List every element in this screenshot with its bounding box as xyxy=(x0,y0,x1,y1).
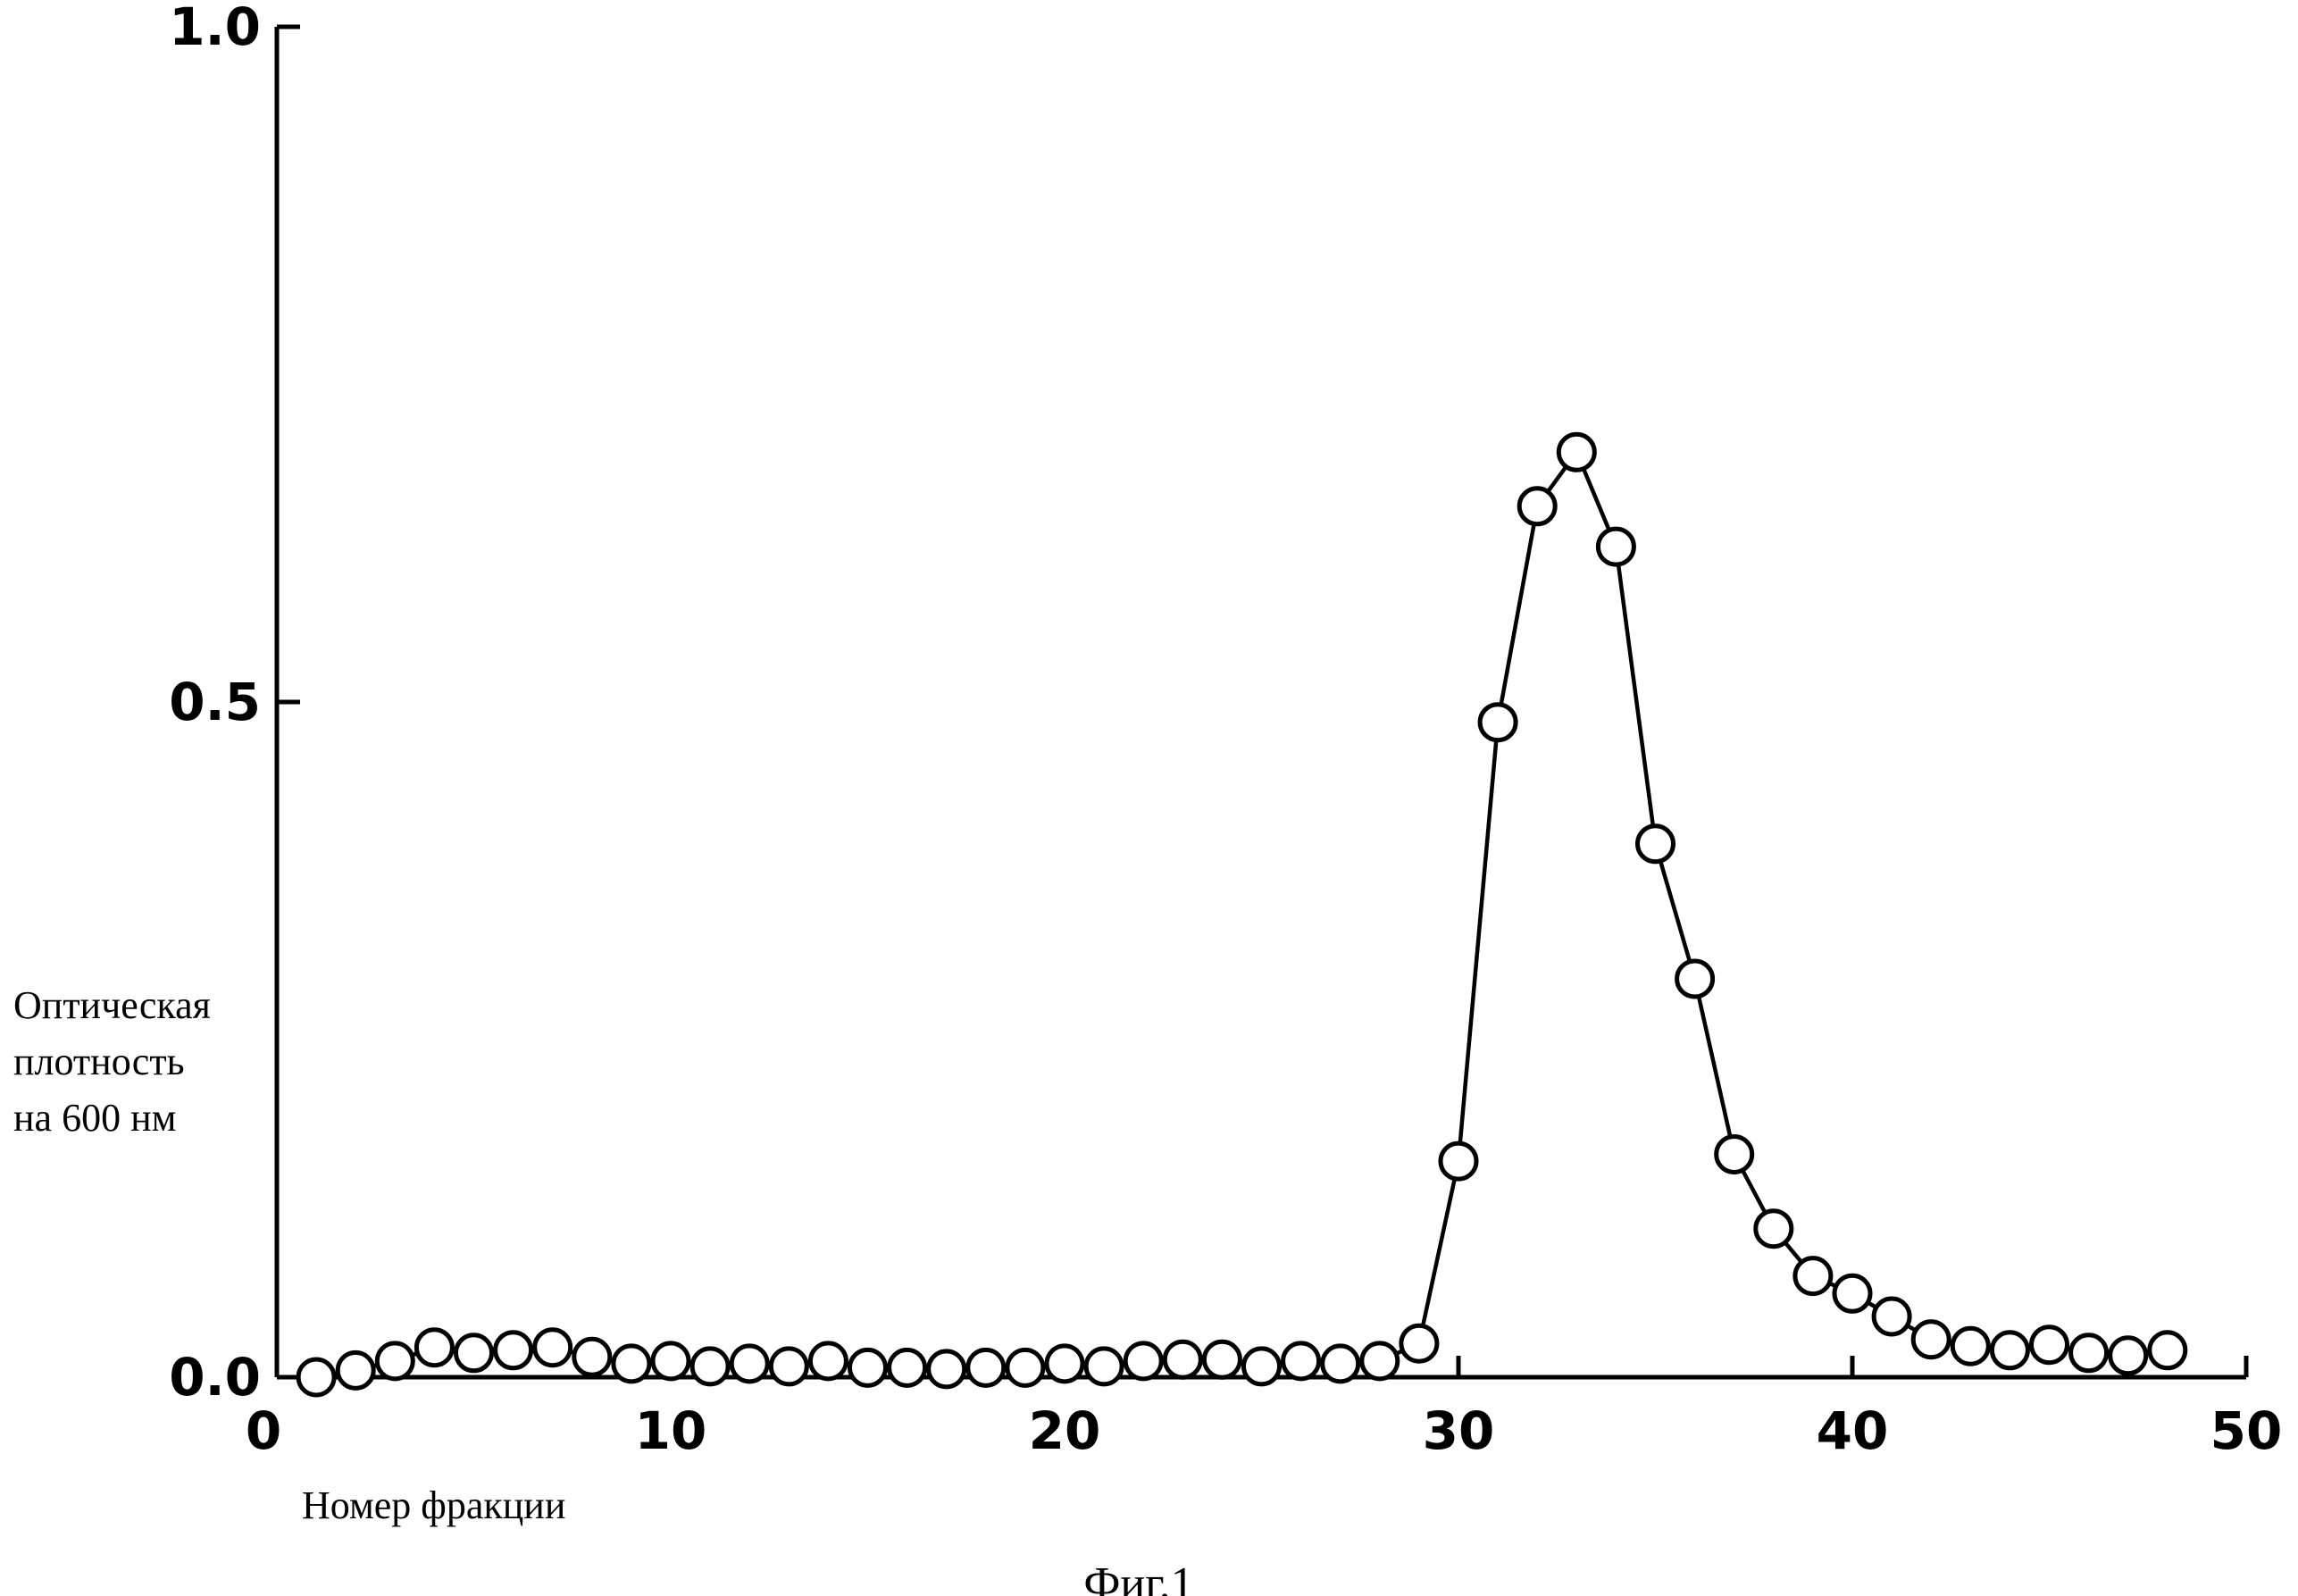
y-axis-label-line-1: Оптическая xyxy=(13,983,211,1027)
data-point xyxy=(1913,1322,1949,1358)
data-points xyxy=(298,434,2185,1395)
x-tick-label: 40 xyxy=(1817,1400,1889,1461)
data-point xyxy=(1795,1258,1831,1294)
data-point xyxy=(2071,1335,2107,1371)
data-point xyxy=(1086,1349,1122,1384)
figure-caption: Фиг.1 xyxy=(1083,1558,1193,1596)
data-point xyxy=(1007,1349,1043,1385)
data-point xyxy=(298,1359,334,1395)
data-point xyxy=(1952,1328,1988,1364)
data-point xyxy=(1519,489,1555,524)
data-point xyxy=(1480,705,1516,740)
data-point xyxy=(771,1349,806,1384)
data-point xyxy=(850,1349,886,1385)
data-point xyxy=(929,1351,965,1387)
y-tick-label: 1.0 xyxy=(169,0,261,57)
data-point xyxy=(1125,1343,1161,1379)
data-point xyxy=(810,1343,846,1379)
y-ticks: 0.0 0.5 1.0 xyxy=(169,0,300,1408)
data-point xyxy=(1362,1343,1398,1379)
data-point xyxy=(1638,826,1674,862)
data-point xyxy=(1834,1275,1870,1311)
data-point xyxy=(1558,434,1594,470)
data-point xyxy=(416,1330,452,1366)
data-point xyxy=(456,1335,492,1371)
series-line xyxy=(316,452,2168,1377)
data-point xyxy=(1598,529,1634,564)
data-point xyxy=(890,1349,925,1385)
data-point xyxy=(2150,1333,2185,1368)
data-point xyxy=(2032,1327,2068,1363)
data-point xyxy=(496,1333,531,1368)
plot-area: 0 10 20 30 40 50 0.0 0.5 1.0 xyxy=(169,0,2282,1461)
data-point xyxy=(1756,1211,1792,1247)
data-point xyxy=(1165,1341,1200,1377)
data-point xyxy=(1441,1143,1476,1179)
data-point xyxy=(731,1346,767,1382)
data-point xyxy=(1677,961,1713,997)
data-point xyxy=(1992,1333,2027,1368)
data-point xyxy=(377,1343,413,1379)
y-axis-label-line-2: плотность xyxy=(13,1040,185,1083)
data-point xyxy=(338,1352,373,1388)
data-point xyxy=(1283,1343,1319,1379)
x-tick-label: 30 xyxy=(1423,1400,1495,1461)
data-point xyxy=(2110,1338,2146,1374)
data-point xyxy=(653,1343,689,1379)
data-point xyxy=(1717,1137,1752,1173)
data-point xyxy=(1047,1346,1082,1382)
data-point xyxy=(1401,1325,1437,1361)
y-tick-label: 0.5 xyxy=(169,672,261,732)
data-point xyxy=(1874,1299,1909,1334)
data-point xyxy=(1204,1341,1240,1377)
x-tick-label: 0 xyxy=(246,1400,281,1461)
y-axis-label-line-3: на 600 нм xyxy=(13,1096,176,1140)
x-tick-label: 20 xyxy=(1029,1400,1101,1461)
data-point xyxy=(692,1349,728,1384)
x-tick-label: 10 xyxy=(635,1400,707,1461)
data-point xyxy=(574,1339,610,1375)
x-tick-label: 50 xyxy=(2210,1400,2283,1461)
data-point xyxy=(614,1346,649,1382)
x-axis-label: Номер фракции xyxy=(302,1483,565,1527)
y-tick-label: 0.0 xyxy=(169,1347,261,1408)
data-point xyxy=(1244,1349,1280,1384)
data-point xyxy=(1323,1346,1358,1382)
data-point xyxy=(535,1330,571,1366)
data-point xyxy=(968,1349,1004,1385)
